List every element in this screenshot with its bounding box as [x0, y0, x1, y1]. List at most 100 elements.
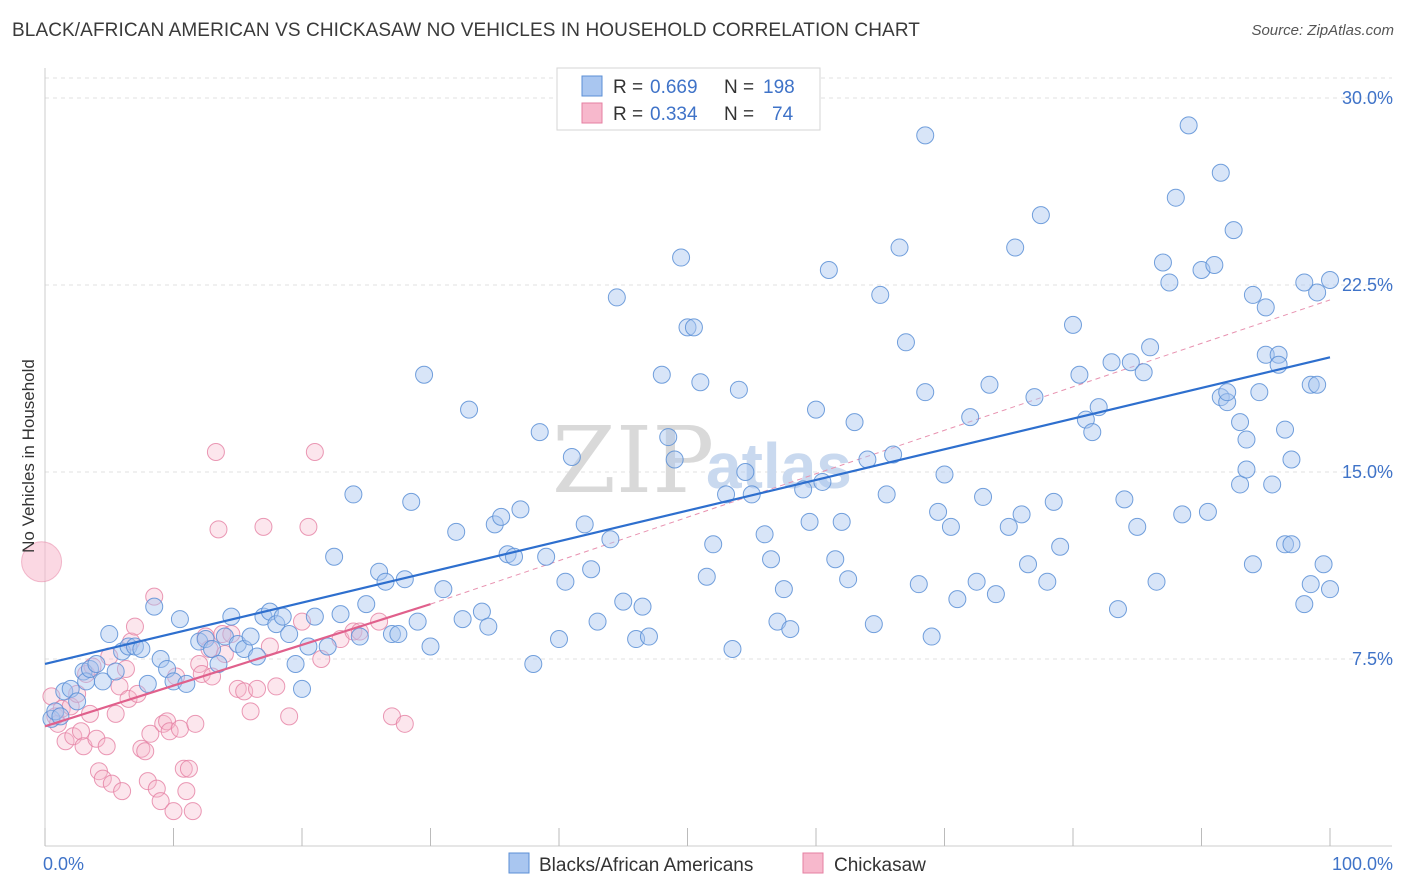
bottom-legend: Blacks/African Americans Chickasaw — [508, 852, 926, 876]
blacks-point — [1224, 221, 1243, 240]
chickasaw-trend-line — [44, 603, 431, 728]
blacks-point — [967, 572, 986, 591]
blacks-point — [46, 702, 65, 721]
blacks-point — [684, 318, 703, 337]
blacks-point — [839, 570, 858, 589]
blacks-point — [1250, 383, 1269, 402]
blacks-point — [877, 485, 896, 504]
blacks-point — [1051, 537, 1070, 556]
legend-n-value-1: 198 — [763, 77, 795, 98]
blacks-point — [1153, 253, 1172, 272]
blacks-point — [267, 615, 286, 634]
legend-n-value-2: 74 — [772, 104, 794, 125]
blacks-point — [138, 674, 157, 693]
blacks-point — [845, 413, 864, 432]
chickasaw-point — [145, 587, 164, 606]
blacks-point — [1308, 283, 1327, 302]
blacks-point — [1282, 535, 1301, 554]
chickasaw-point — [267, 677, 286, 696]
chickasaw-point — [116, 659, 135, 678]
legend-pink-swatch — [581, 102, 603, 124]
blacks-point — [293, 679, 311, 698]
blacks-point — [305, 607, 324, 626]
chickasaw-point — [160, 722, 179, 741]
blacks-point — [389, 625, 408, 644]
grid-lines — [45, 77, 1392, 660]
blacks-point — [472, 602, 491, 621]
y-tick-label: 7.5% — [1352, 649, 1393, 669]
blacks-point — [556, 572, 575, 591]
chickasaw-point — [209, 520, 228, 539]
blacks-point — [832, 512, 851, 531]
chickasaw-point — [71, 722, 90, 741]
blacks-point — [1044, 492, 1063, 511]
blacks-point — [280, 625, 299, 644]
blacks-point — [1237, 430, 1256, 449]
blacks-point — [350, 627, 369, 646]
blacks-point — [1308, 375, 1327, 394]
blacks-point — [1166, 188, 1185, 207]
blacks-point — [325, 547, 344, 566]
blacks-point — [1108, 600, 1127, 619]
blacks-trend-line — [44, 356, 1331, 666]
blacks-point — [170, 610, 189, 629]
blacks-point — [652, 365, 671, 384]
blacks-point — [1243, 285, 1262, 304]
blacks-point — [1115, 490, 1134, 509]
chickasaw-point — [93, 769, 112, 788]
chickasaw-point — [179, 759, 198, 778]
blacks-point — [1321, 580, 1339, 599]
blacks-point — [1031, 206, 1050, 225]
blacks-point — [421, 637, 440, 656]
blacks-point — [357, 595, 376, 614]
blacks-point — [871, 285, 890, 304]
blacks-point — [550, 630, 568, 649]
blacks-point — [659, 428, 678, 447]
blacks-point — [896, 333, 915, 352]
blacks-point — [922, 627, 941, 646]
blacks-point — [1121, 353, 1140, 372]
blacks-point — [415, 365, 434, 384]
chickasaw-point — [183, 802, 202, 821]
blacks-point — [562, 448, 581, 467]
blacks-point — [408, 612, 427, 631]
chickasaw-point — [370, 612, 389, 631]
blacks-point — [935, 465, 954, 484]
blacks-point — [1205, 256, 1224, 275]
blacks-point — [723, 640, 742, 659]
chickasaw-point — [248, 679, 267, 698]
blacks-point — [434, 580, 453, 599]
chickasaw-point — [254, 517, 273, 536]
blacks-point — [196, 630, 215, 649]
bottom-legend-pink-label: Chickasaw — [834, 855, 926, 876]
blacks-point — [717, 485, 736, 504]
chickasaw-point — [110, 677, 129, 696]
blacks-point — [1218, 383, 1237, 402]
blacks-point — [87, 654, 106, 673]
blacks-point — [999, 517, 1018, 536]
blacks-point — [941, 517, 960, 536]
blacks-point — [1263, 475, 1282, 494]
chickasaw-point — [141, 724, 160, 743]
blacks-point — [1282, 450, 1301, 469]
blacks-point — [691, 373, 710, 392]
chickasaw-point — [106, 704, 125, 723]
blacks-point — [672, 248, 691, 267]
x-tick-label: 0.0% — [43, 854, 84, 874]
blacks-point — [826, 550, 845, 569]
blacks-point — [1198, 502, 1217, 521]
blacks-point — [665, 450, 684, 469]
blacks-point — [485, 515, 504, 534]
blacks-point — [537, 547, 556, 566]
blacks-point — [145, 597, 164, 616]
blacks-point — [588, 612, 607, 631]
chickasaw-point — [241, 702, 260, 721]
blacks-point — [106, 662, 125, 681]
watermark-zip: ZIP — [552, 407, 714, 514]
blacks-point — [1243, 555, 1262, 574]
blacks-point — [1083, 423, 1102, 442]
x-tick-label: 100.0% — [1332, 854, 1393, 874]
blacks-point — [1070, 365, 1089, 384]
y-tick-label: 22.5% — [1342, 275, 1393, 295]
chickasaw-point — [305, 443, 324, 462]
